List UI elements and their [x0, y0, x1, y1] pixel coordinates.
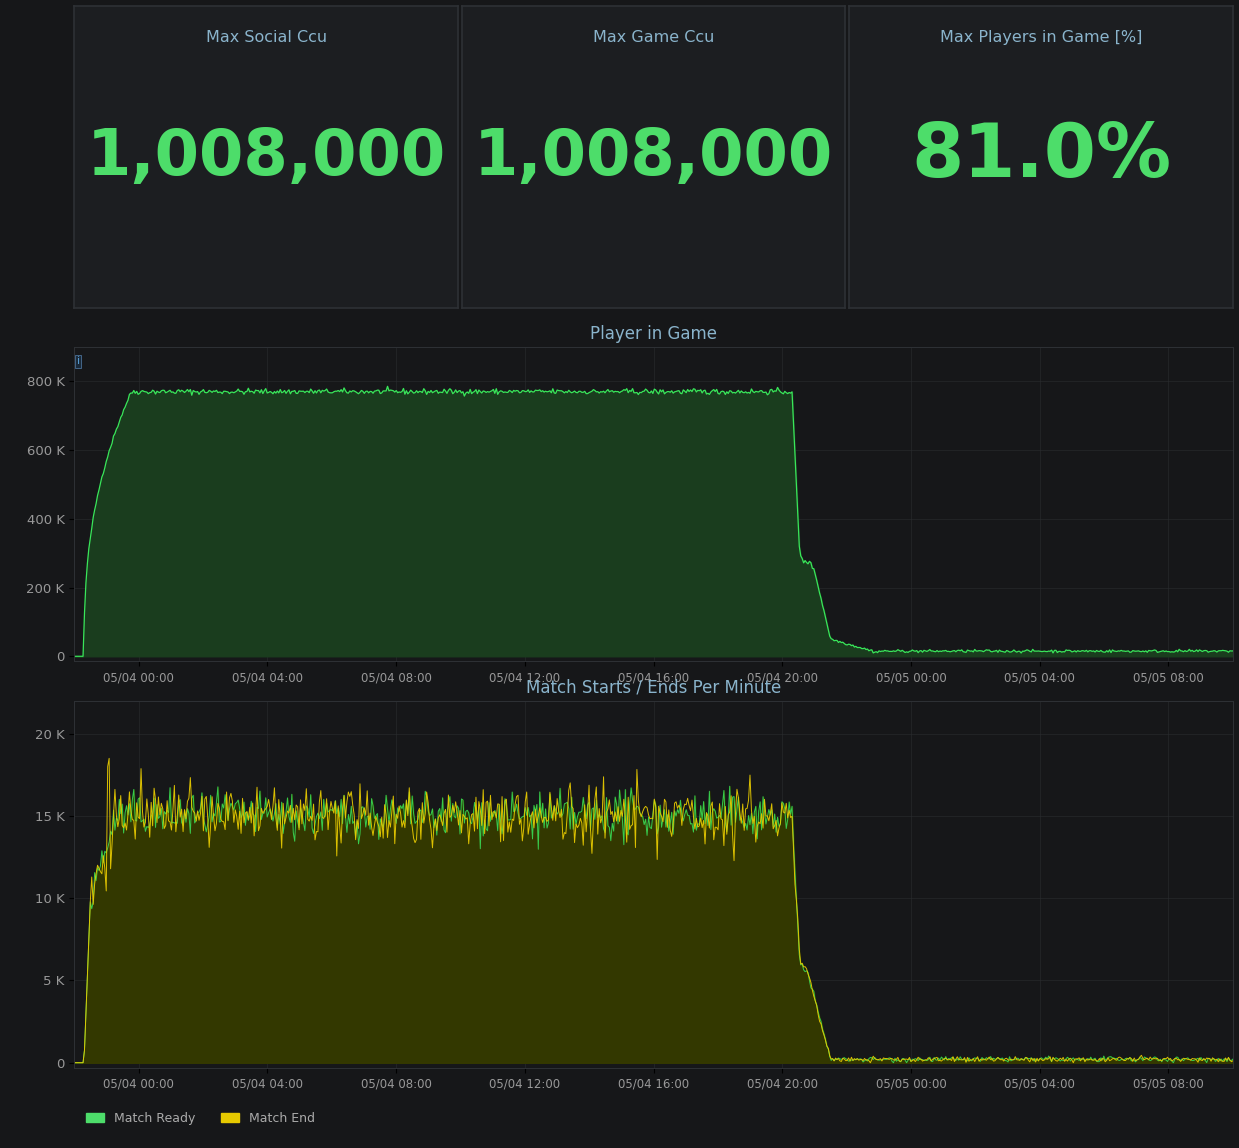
Legend: Match Ready, Match End: Match Ready, Match End — [81, 1107, 321, 1130]
Text: 1,008,000: 1,008,000 — [87, 125, 446, 187]
Title: Player in Game: Player in Game — [590, 325, 717, 342]
Text: 81.0%: 81.0% — [911, 121, 1171, 193]
Legend: Players In Game: Players In Game — [81, 696, 222, 719]
Text: i: i — [77, 356, 79, 366]
Title: Match Starts / Ends Per Minute: Match Starts / Ends Per Minute — [525, 678, 782, 697]
Text: 1,008,000: 1,008,000 — [475, 125, 833, 187]
Text: Max Players in Game [%]: Max Players in Game [%] — [940, 30, 1142, 45]
Text: Max Game Ccu: Max Game Ccu — [593, 30, 714, 45]
Text: Max Social Ccu: Max Social Ccu — [206, 30, 327, 45]
